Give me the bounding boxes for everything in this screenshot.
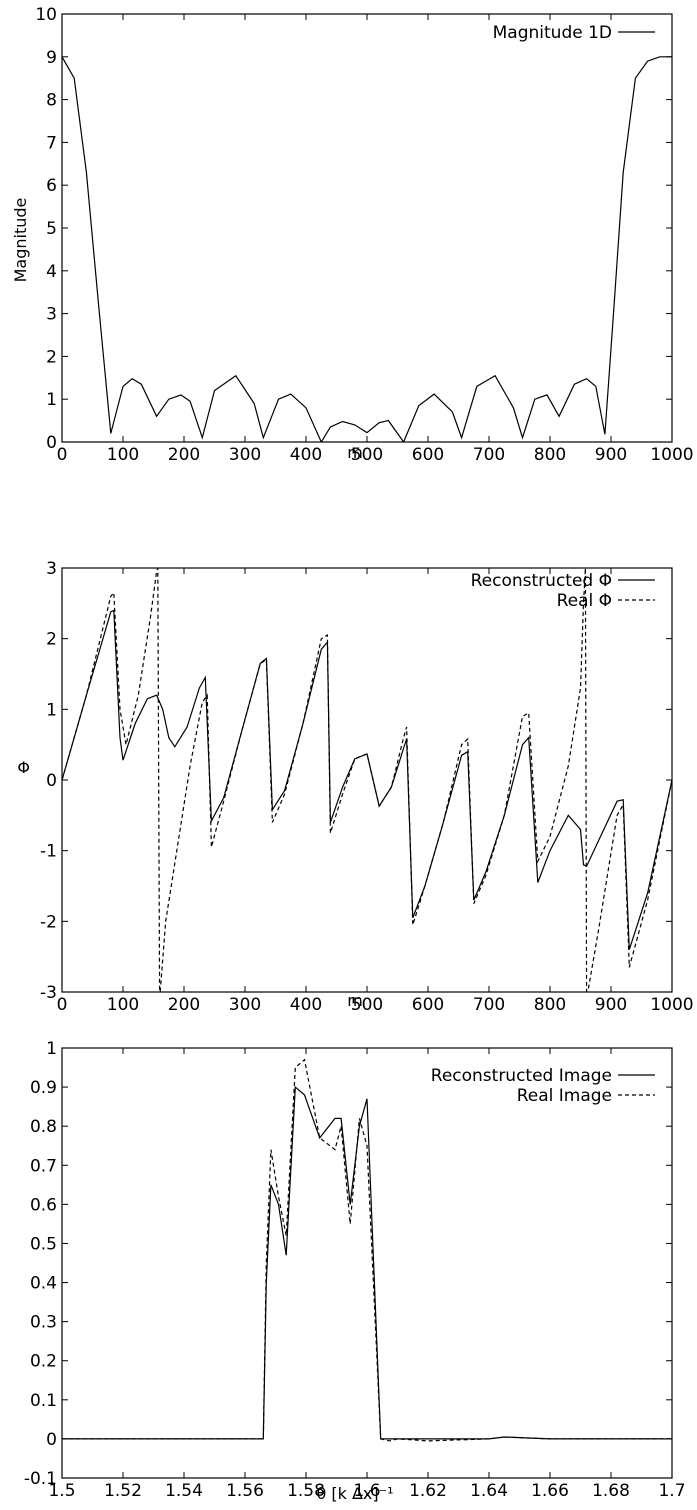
x-tick-label: 1.66 xyxy=(531,1481,569,1501)
x-tick-label: 1.58 xyxy=(287,1481,325,1501)
y-tick-label: 10 xyxy=(35,5,57,25)
x-axis-label: m xyxy=(347,991,363,1010)
y-tick-label: 5 xyxy=(46,219,57,239)
chart-panel-1: 0 100 200 300 400 500 600 700 800 900 1000 0 1 2 3 4 5 6 7… xyxy=(11,5,694,465)
chart-panel-3: 1.5 1.52 1.54 1.56 1.58 1.6 1.62 1.64 1.66 1.68 1.… xyxy=(24,1039,686,1503)
y-tick-label: 9 xyxy=(46,48,57,68)
y-tick-label: 6 xyxy=(46,176,57,196)
x-tick-label: 400 xyxy=(290,445,322,465)
series-line-1 xyxy=(62,609,672,950)
y-tick-label: 0.6 xyxy=(30,1195,57,1215)
y-tick-label: 3 xyxy=(46,559,57,579)
x-tick-label: 800 xyxy=(534,445,566,465)
y-tick-label: -0.1 xyxy=(24,1469,57,1489)
x-tick-label: 0 xyxy=(57,995,68,1015)
legend-label: Real Φ xyxy=(557,591,612,611)
x-tick-label: 1.5 xyxy=(48,1481,75,1501)
y-tick-label: 0.9 xyxy=(30,1078,57,1098)
x-tick-label: 1.6 xyxy=(353,1481,380,1501)
x-tick-label: 1.62 xyxy=(409,1481,447,1501)
y-tick-label: 7 xyxy=(46,133,57,153)
x-tick-label: 600 xyxy=(412,445,444,465)
y-axis-label: Magnitude xyxy=(11,198,30,283)
x-tick-label: 500 xyxy=(351,995,383,1015)
x-axis-label: θ [k Δx]⁻¹ xyxy=(317,1484,394,1503)
x-tick-label: 1.64 xyxy=(470,1481,508,1501)
x-tick-label: 900 xyxy=(595,995,627,1015)
y-tick-label: 0.5 xyxy=(30,1234,57,1254)
x-tick-label: 1.7 xyxy=(658,1481,685,1501)
y-tick-label: 1 xyxy=(46,390,57,410)
x-tick-label: 600 xyxy=(412,995,444,1015)
x-tick-label: 200 xyxy=(168,445,200,465)
y-tick-label: 8 xyxy=(46,91,57,111)
y-tick-label: -1 xyxy=(40,842,57,862)
x-axis-label: m xyxy=(347,443,363,462)
x-tick-label: 0 xyxy=(57,445,68,465)
legend-label: Real Image xyxy=(517,1086,612,1106)
x-tick-label: 200 xyxy=(168,995,200,1015)
x-tick-label: 300 xyxy=(229,995,261,1015)
series-line-1 xyxy=(62,56,672,442)
x-tick-label: 1000 xyxy=(650,445,693,465)
y-tick-label: 0.8 xyxy=(30,1117,57,1137)
x-tick-label: 900 xyxy=(595,445,627,465)
x-tick-label: 100 xyxy=(107,995,139,1015)
y-tick-label: 2 xyxy=(46,630,57,650)
x-tick-label: 300 xyxy=(229,445,261,465)
x-tick-label: 1000 xyxy=(650,995,693,1015)
x-tick-label: 1.54 xyxy=(165,1481,203,1501)
series-line-2 xyxy=(62,1058,672,1442)
x-tick-label: 1.56 xyxy=(226,1481,264,1501)
x-tick-label: 100 xyxy=(107,445,139,465)
y-tick-label: 0 xyxy=(46,771,57,791)
x-tick-label: 1.52 xyxy=(104,1481,142,1501)
y-tick-label: -2 xyxy=(40,912,57,932)
y-tick-label: 0.1 xyxy=(30,1391,57,1411)
x-tick-label: 700 xyxy=(473,995,505,1015)
y-axis-label: Φ xyxy=(17,758,30,777)
y-tick-label: -3 xyxy=(40,983,57,1003)
legend-label: Reconstructed Φ xyxy=(471,571,612,591)
y-tick-label: 0 xyxy=(46,1430,57,1450)
y-tick-label: 4 xyxy=(46,262,57,282)
x-tick-label: 500 xyxy=(351,445,383,465)
series-line-2 xyxy=(62,568,672,992)
x-tick-label: 800 xyxy=(534,995,566,1015)
y-tick-label: 0.2 xyxy=(30,1352,57,1372)
y-tick-label: 3 xyxy=(46,305,57,325)
x-tick-label: 700 xyxy=(473,445,505,465)
chart-panel-2: 0 100 200 300 400 500 600 700 800 900 1000 -3 -2 -1 0 1… xyxy=(17,559,693,1015)
y-tick-label: 1 xyxy=(46,1039,57,1059)
series-line-1 xyxy=(62,1085,672,1440)
y-tick-label: 2 xyxy=(46,347,57,367)
y-tick-label: 1 xyxy=(46,700,57,720)
y-tick-label: 0.7 xyxy=(30,1156,57,1176)
y-tick-label: 0.3 xyxy=(30,1313,57,1333)
legend-label: Magnitude 1D xyxy=(493,23,612,43)
y-tick-label: 0.4 xyxy=(30,1274,57,1294)
plot-frame xyxy=(61,567,673,993)
x-tick-label: 400 xyxy=(290,995,322,1015)
y-tick-label: 0 xyxy=(46,433,57,453)
x-tick-label: 1.68 xyxy=(592,1481,630,1501)
plot-frame xyxy=(61,13,673,443)
legend-label: Reconstructed Image xyxy=(431,1066,612,1086)
